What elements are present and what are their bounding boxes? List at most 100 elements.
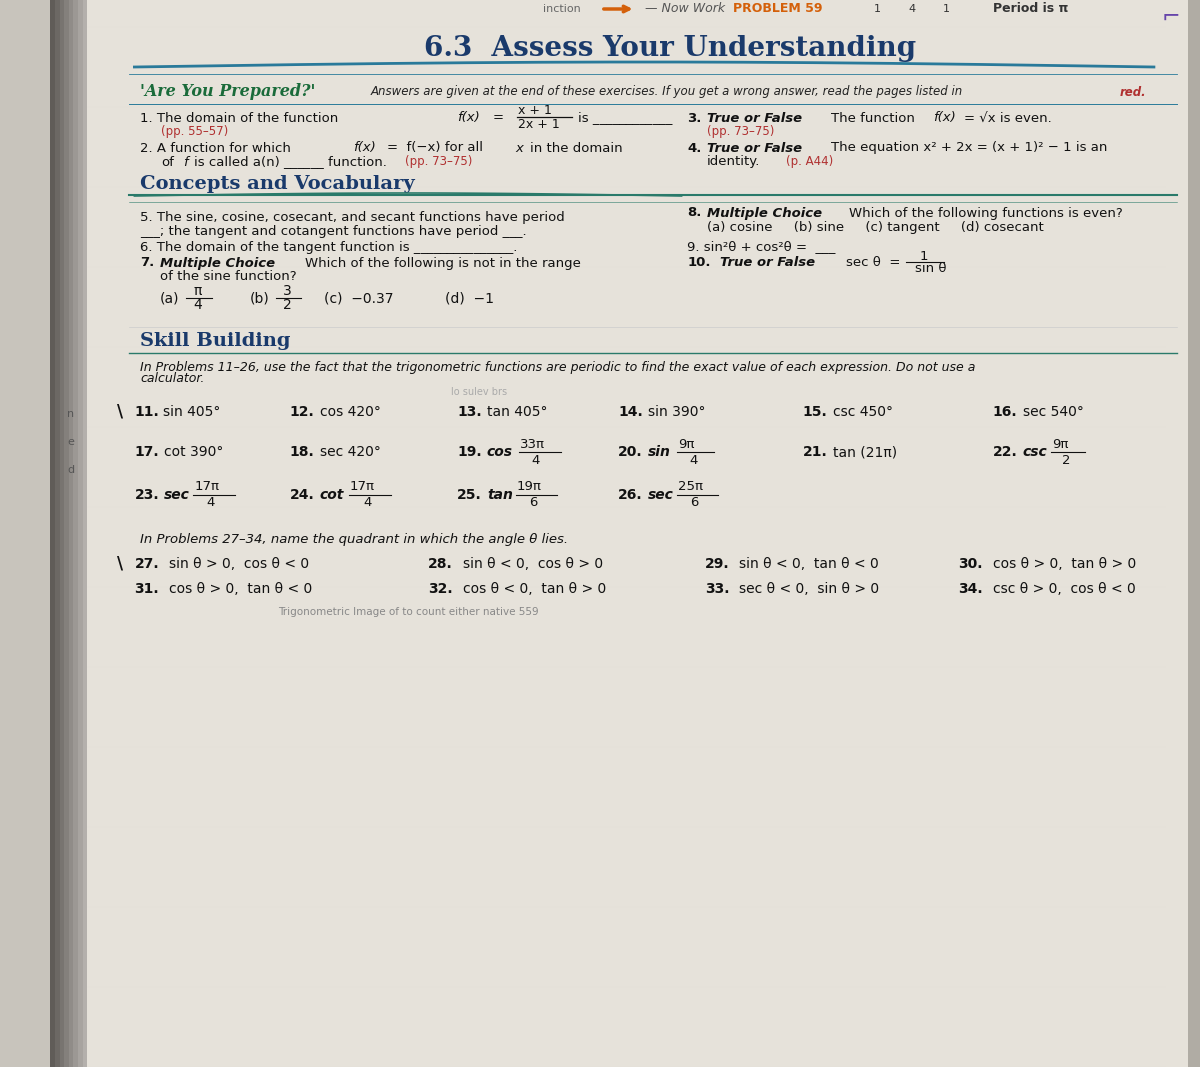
Text: sin 390°: sin 390°	[648, 405, 706, 419]
Bar	[120, 0, 124, 1067]
Bar	[118, 0, 120, 1067]
Text: of: of	[161, 156, 174, 169]
Bar	[100, 0, 103, 1067]
Text: 23.: 23.	[134, 488, 160, 501]
Text: cos θ < 0,  tan θ > 0: cos θ < 0, tan θ > 0	[463, 582, 606, 596]
Text: cos θ > 0,  tan θ > 0: cos θ > 0, tan θ > 0	[992, 557, 1136, 571]
Text: 9π: 9π	[678, 437, 695, 450]
Text: True or False: True or False	[707, 111, 802, 125]
Text: (a) cosine     (b) sine     (c) tangent     (d) cosecant: (a) cosine (b) sine (c) tangent (d) cose…	[707, 221, 1044, 234]
Text: (c)  −0.37: (c) −0.37	[324, 291, 394, 305]
Text: True or False: True or False	[720, 256, 815, 270]
Text: — Now Work: — Now Work	[644, 2, 733, 16]
Text: (pp. 55–57): (pp. 55–57)	[161, 126, 228, 139]
Text: Answers are given at the end of these exercises. If you get a wrong answer, read: Answers are given at the end of these ex…	[371, 85, 962, 98]
Bar	[138, 0, 142, 1067]
Text: sec θ  =: sec θ =	[846, 256, 901, 270]
Text: cos θ > 0,  tan θ < 0: cos θ > 0, tan θ < 0	[169, 582, 312, 596]
Text: 4: 4	[532, 453, 540, 466]
Text: 5. The sine, cosine, cosecant, and secant functions have period: 5. The sine, cosine, cosecant, and secan…	[140, 211, 565, 224]
Text: sin θ < 0,  tan θ < 0: sin θ < 0, tan θ < 0	[739, 557, 878, 571]
Text: in the domain: in the domain	[529, 142, 622, 155]
Text: cot: cot	[320, 488, 344, 501]
Text: 2: 2	[1062, 453, 1070, 466]
Text: sec θ < 0,  sin θ > 0: sec θ < 0, sin θ > 0	[739, 582, 880, 596]
Text: calculator.: calculator.	[140, 372, 204, 385]
Text: sin θ < 0,  cos θ > 0: sin θ < 0, cos θ > 0	[463, 557, 602, 571]
Text: e: e	[67, 437, 74, 447]
Bar	[114, 0, 118, 1067]
Text: 1. The domain of the function: 1. The domain of the function	[140, 111, 338, 125]
Bar	[1188, 0, 1200, 1067]
Text: Multiple Choice: Multiple Choice	[160, 256, 275, 270]
Text: 2x + 1: 2x + 1	[518, 117, 559, 130]
Text: f(x): f(x)	[353, 142, 376, 155]
Text: 6. The domain of the tangent function is _______________.: 6. The domain of the tangent function is…	[140, 240, 517, 254]
Text: (pp. 73–75): (pp. 73–75)	[406, 156, 473, 169]
Text: sin 405°: sin 405°	[163, 405, 221, 419]
Text: 'Are You Prepared?': 'Are You Prepared?'	[140, 83, 316, 100]
Text: 6.3  Assess Your Understanding: 6.3 Assess Your Understanding	[424, 35, 916, 63]
Bar	[158, 0, 162, 1067]
Text: In Problems 27–34, name the quadrant in which the angle θ lies.: In Problems 27–34, name the quadrant in …	[140, 532, 569, 545]
Text: 4: 4	[689, 453, 697, 466]
Text: tan 405°: tan 405°	[487, 405, 547, 419]
Text: (pp. 73–75): (pp. 73–75)	[707, 126, 774, 139]
Text: 4: 4	[193, 298, 202, 312]
Text: f: f	[182, 156, 187, 169]
Bar	[145, 0, 149, 1067]
Text: 30.: 30.	[958, 557, 983, 571]
Bar	[64, 0, 68, 1067]
Text: is called a(n) ______ function.: is called a(n) ______ function.	[194, 156, 388, 169]
Text: 25π: 25π	[678, 480, 703, 494]
Text: sec 540°: sec 540°	[1022, 405, 1084, 419]
Text: 24.: 24.	[290, 488, 314, 501]
Text: 19.: 19.	[457, 445, 481, 459]
Text: 1: 1	[874, 4, 881, 14]
Text: csc θ > 0,  cos θ < 0: csc θ > 0, cos θ < 0	[992, 582, 1135, 596]
Text: 1: 1	[919, 250, 928, 262]
Bar	[162, 0, 166, 1067]
Bar	[131, 0, 134, 1067]
Bar	[166, 0, 169, 1067]
Text: The equation x² + 2x = (x + 1)² − 1 is an: The equation x² + 2x = (x + 1)² − 1 is a…	[832, 142, 1108, 155]
Bar	[96, 0, 100, 1067]
Text: (p. A44): (p. A44)	[786, 156, 834, 169]
Text: identity.: identity.	[707, 156, 761, 169]
Bar	[86, 0, 90, 1067]
Text: True or False: True or False	[707, 142, 802, 155]
Text: 17π: 17π	[194, 480, 220, 494]
Text: 17.: 17.	[134, 445, 160, 459]
Text: sec: sec	[164, 488, 191, 501]
Text: csc: csc	[1022, 445, 1048, 459]
Text: 33.: 33.	[704, 582, 730, 596]
Bar	[149, 0, 151, 1067]
Text: The function: The function	[832, 111, 916, 125]
Text: In Problems 11–26, use the fact that the trigonometric functions are periodic to: In Problems 11–26, use the fact that the…	[140, 361, 976, 373]
Text: 22.: 22.	[992, 445, 1018, 459]
Text: Skill Building: Skill Building	[140, 332, 290, 350]
Text: tan: tan	[487, 488, 512, 501]
Text: π: π	[193, 284, 202, 298]
Bar	[68, 0, 73, 1067]
Text: (d)  −1: (d) −1	[445, 291, 494, 305]
Text: 15.: 15.	[803, 405, 827, 419]
Text: 3.: 3.	[688, 111, 702, 125]
Bar	[92, 0, 96, 1067]
Text: Trigonometric Image of to count either native 559: Trigonometric Image of to count either n…	[278, 607, 539, 617]
Bar	[179, 0, 182, 1067]
Text: 8.: 8.	[688, 207, 702, 220]
Text: 6: 6	[529, 496, 538, 510]
Text: 28.: 28.	[428, 557, 452, 571]
Text: = √x is even.: = √x is even.	[964, 111, 1051, 125]
Text: Period is π: Period is π	[992, 2, 1068, 16]
Text: Which of the following is not in the range: Which of the following is not in the ran…	[305, 256, 581, 270]
Text: x + 1: x + 1	[518, 105, 552, 117]
Text: =: =	[493, 111, 504, 125]
Text: f(x): f(x)	[932, 111, 955, 125]
Text: 2: 2	[283, 298, 292, 312]
Bar	[60, 0, 64, 1067]
Text: cot 390°: cot 390°	[164, 445, 223, 459]
Text: (a): (a)	[160, 291, 179, 305]
Bar	[142, 0, 145, 1067]
